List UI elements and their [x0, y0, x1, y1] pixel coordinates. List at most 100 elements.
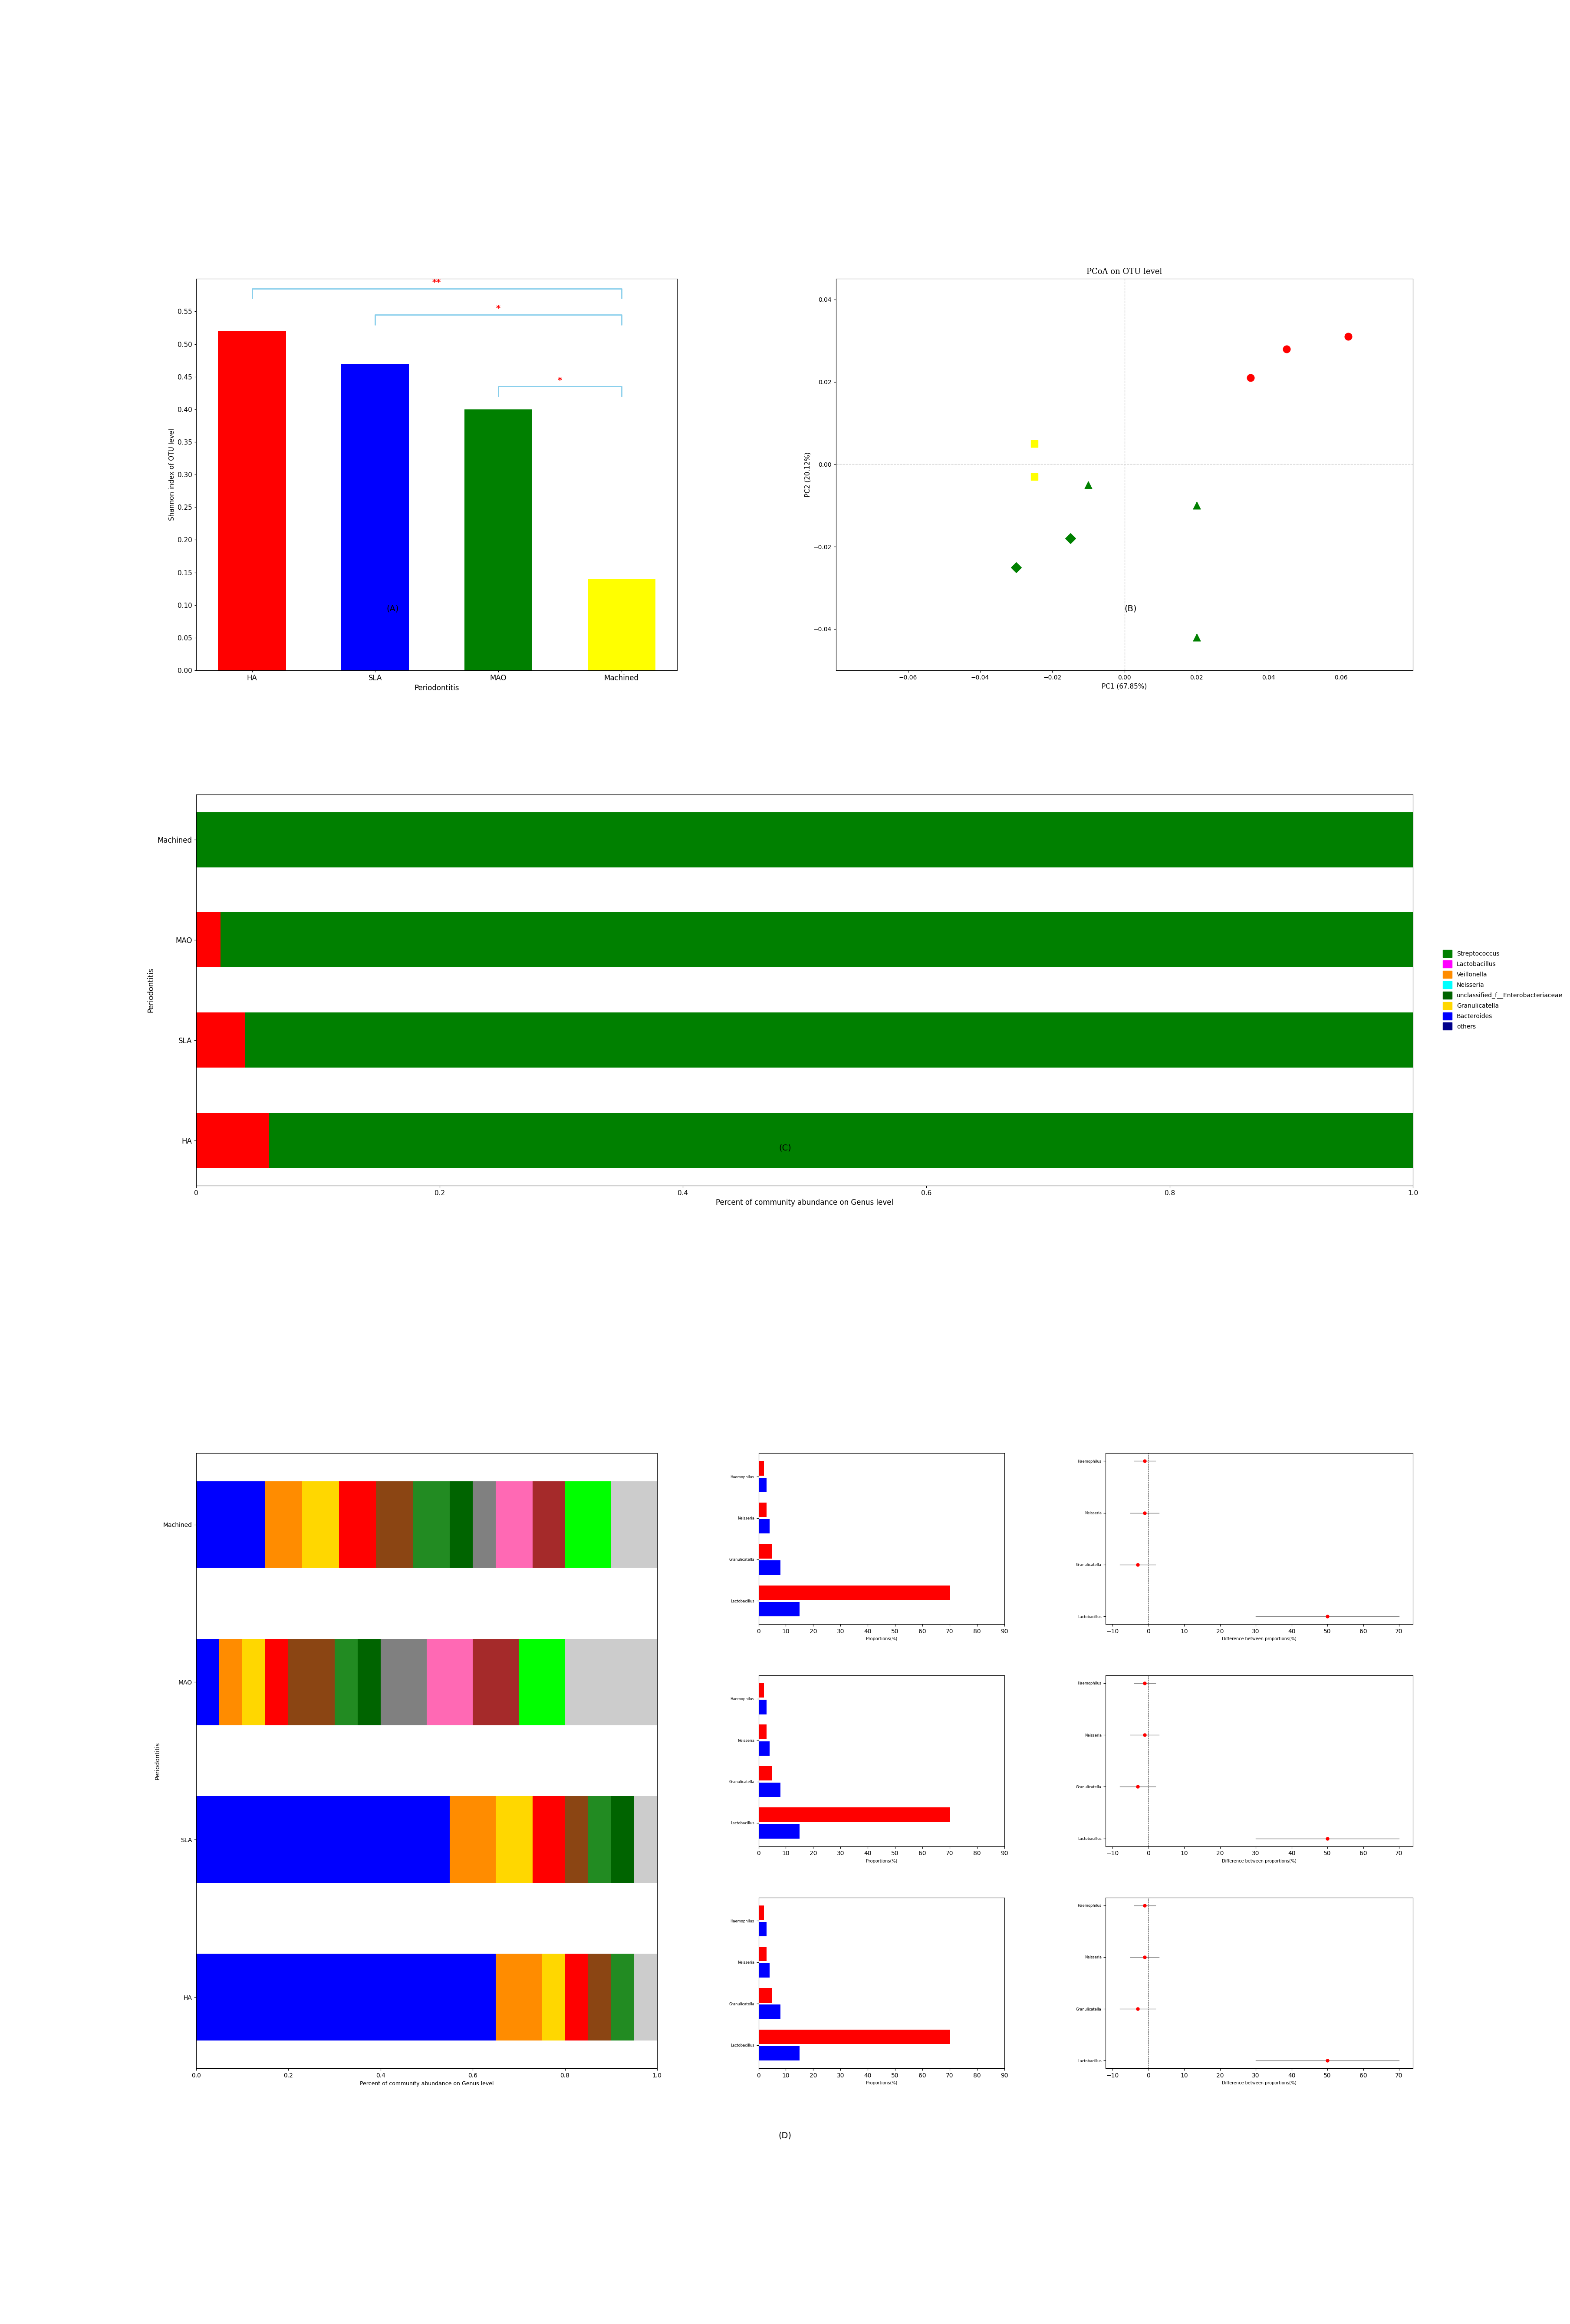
Bar	[542, 1954, 565, 2040]
Bar	[611, 1796, 634, 1882]
Y-axis label: Shannon index of OTU level: Shannon index of OTU level	[168, 428, 176, 521]
Text: (B): (B)	[1124, 604, 1137, 614]
X-axis label: Percent of community abundance on Genus level: Percent of community abundance on Genus …	[360, 2080, 493, 2087]
Bar	[245, 1013, 1413, 1067]
Text: (D): (D)	[779, 2131, 791, 2140]
Bar	[758, 1741, 769, 1755]
Bar	[758, 2029, 950, 2045]
X-axis label: Proportions(%): Proportions(%)	[865, 2080, 896, 2085]
Point	[1239, 360, 1264, 397]
Bar	[334, 1638, 358, 1724]
Bar	[565, 1796, 589, 1882]
Y-axis label: Periodontitis: Periodontitis	[148, 967, 155, 1013]
Bar	[758, 1922, 766, 1936]
Bar	[758, 1906, 765, 1920]
Point	[1132, 1664, 1157, 1701]
Text: (C): (C)	[779, 1143, 791, 1153]
Point	[1126, 1545, 1151, 1583]
Bar	[196, 1796, 449, 1882]
Bar	[220, 1638, 242, 1724]
Point	[1184, 618, 1209, 655]
Bar	[196, 1954, 496, 2040]
Point	[1003, 548, 1028, 586]
Point	[1126, 1989, 1151, 2027]
Bar	[758, 1585, 950, 1599]
Bar	[589, 1954, 611, 2040]
Point	[1022, 425, 1047, 462]
Bar	[339, 1480, 375, 1569]
Bar	[473, 1480, 496, 1569]
Bar	[634, 1954, 658, 2040]
X-axis label: Difference between proportions(%): Difference between proportions(%)	[1221, 1636, 1297, 1641]
Bar	[611, 1954, 634, 2040]
Bar	[758, 1948, 766, 1961]
Point	[1126, 1769, 1151, 1806]
Bar	[758, 1699, 766, 1715]
Bar	[465, 409, 532, 669]
Bar	[758, 1808, 950, 1822]
Point	[1336, 318, 1361, 356]
Text: *: *	[496, 304, 501, 314]
Bar	[196, 1638, 220, 1724]
Bar	[265, 1638, 289, 1724]
Bar	[758, 1601, 799, 1618]
Bar	[196, 1013, 245, 1067]
Bar	[758, 1543, 772, 1559]
Point	[1275, 330, 1300, 367]
Text: (A): (A)	[386, 604, 399, 614]
X-axis label: Proportions(%): Proportions(%)	[865, 1859, 896, 1864]
Point	[1314, 1820, 1339, 1857]
Text: *: *	[557, 376, 562, 383]
Bar	[496, 1954, 542, 2040]
X-axis label: Periodontitis: Periodontitis	[414, 686, 458, 693]
Bar	[758, 1783, 780, 1796]
Legend: HA, SLA, MAO, Machined: HA, SLA, MAO, Machined	[904, 284, 962, 335]
Bar	[380, 1638, 427, 1724]
Bar	[758, 1766, 772, 1780]
Bar	[758, 1504, 766, 1518]
Bar	[270, 1113, 1413, 1169]
Point	[1132, 1938, 1157, 1975]
Bar	[611, 1480, 658, 1569]
X-axis label: Difference between proportions(%): Difference between proportions(%)	[1221, 1859, 1297, 1864]
Point	[1314, 1599, 1339, 1636]
Bar	[758, 1559, 780, 1576]
X-axis label: Percent of community abundance on Genus level: Percent of community abundance on Genus …	[716, 1199, 893, 1206]
Bar	[758, 1683, 765, 1697]
Bar	[758, 1987, 772, 2003]
Point	[1184, 488, 1209, 525]
Bar	[589, 1796, 611, 1882]
Bar	[758, 1824, 799, 1838]
Bar	[758, 1478, 766, 1492]
Text: **: **	[432, 279, 441, 286]
Point	[1132, 1717, 1157, 1755]
Bar	[565, 1954, 589, 2040]
Bar	[265, 1480, 303, 1569]
Bar	[473, 1638, 518, 1724]
Bar	[518, 1638, 565, 1724]
Legend: Streptococcus, Lactobacillus, Veillonella, Neisseria, unclassified_f__Enterobact: Streptococcus, Lactobacillus, Veillonell…	[1440, 948, 1565, 1032]
Bar	[496, 1480, 532, 1569]
Bar	[341, 363, 410, 669]
Bar	[634, 1796, 658, 1882]
Bar	[758, 1724, 766, 1738]
Point	[1314, 2043, 1339, 2080]
Bar	[758, 1964, 769, 1978]
Bar	[758, 2045, 799, 2061]
Bar	[587, 579, 655, 669]
Bar	[758, 2006, 780, 2020]
X-axis label: Proportions(%): Proportions(%)	[865, 1636, 896, 1641]
X-axis label: PC1 (67.85%): PC1 (67.85%)	[1102, 683, 1148, 690]
Point	[1132, 1887, 1157, 1924]
Bar	[196, 1480, 265, 1569]
Point	[1132, 1494, 1157, 1532]
Bar	[532, 1480, 565, 1569]
Bar	[196, 1113, 270, 1169]
Bar	[375, 1480, 413, 1569]
Title: PCoA on OTU level: PCoA on OTU level	[1086, 267, 1162, 277]
Point	[1075, 467, 1101, 504]
Bar	[220, 913, 1413, 967]
X-axis label: Difference between proportions(%): Difference between proportions(%)	[1221, 2080, 1297, 2085]
Y-axis label: Periodontitis: Periodontitis	[154, 1743, 160, 1780]
Point	[1132, 1443, 1157, 1480]
